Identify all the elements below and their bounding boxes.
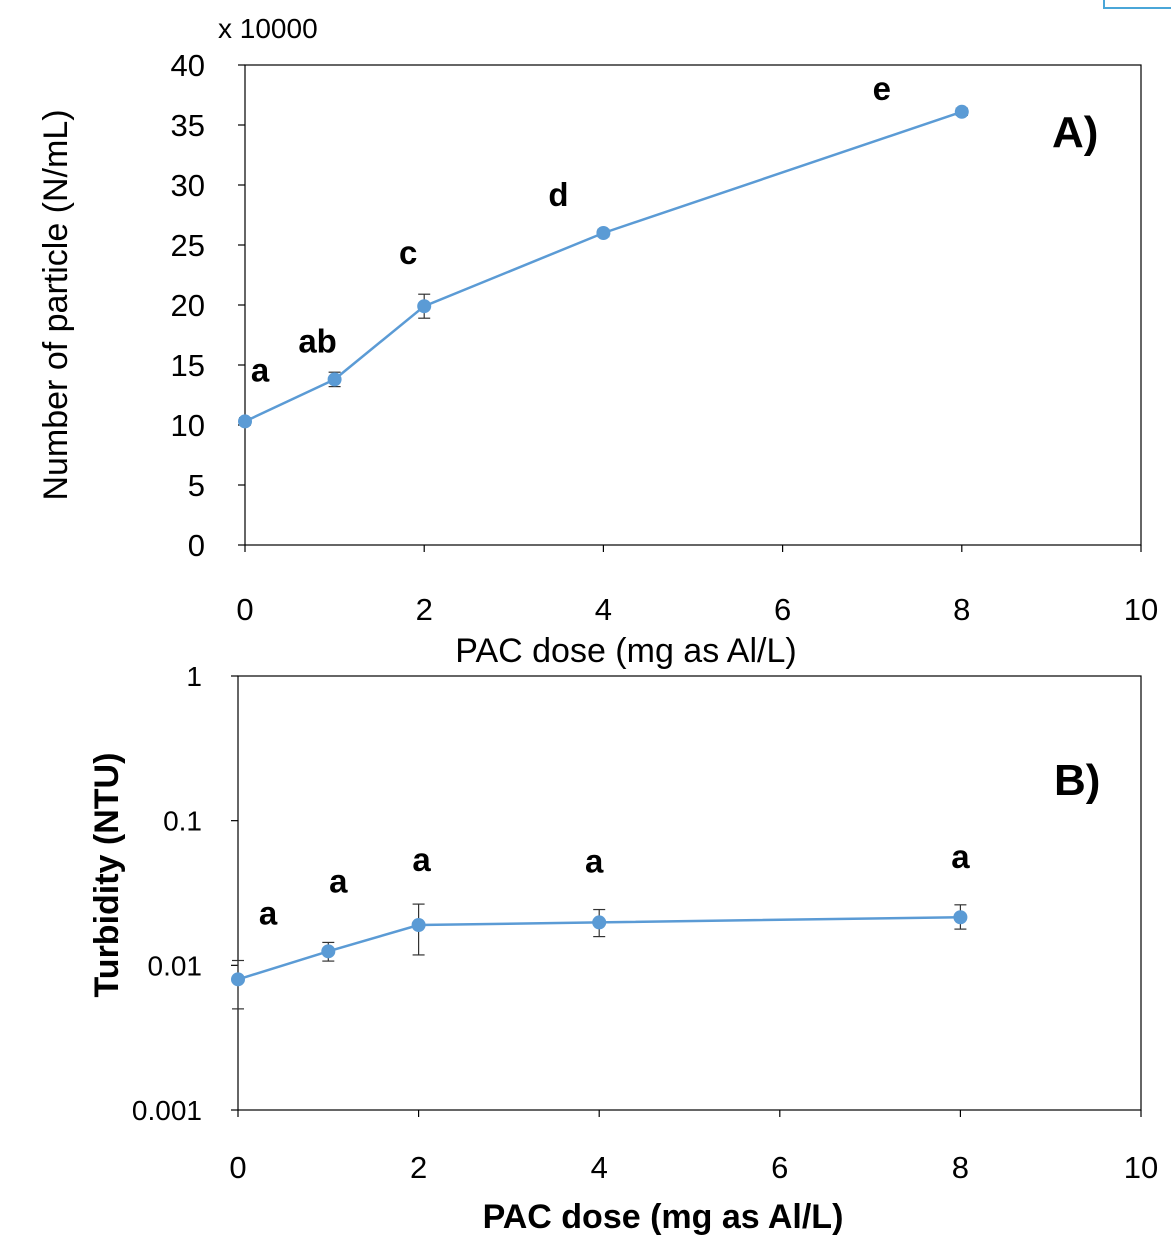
panel-b-significance-letters: a a a a a [259, 838, 970, 931]
y-tick-label: 35 [171, 108, 205, 143]
significance-letter: a [329, 862, 348, 899]
panel-a-series [238, 104, 969, 429]
y-tick-label: 30 [171, 168, 205, 203]
y-tick-label: 20 [171, 288, 205, 323]
corner-box [1103, 0, 1171, 9]
significance-letter: a [412, 841, 431, 878]
panel-b-x-axis-title: PAC dose (mg as Al/L) [483, 1198, 844, 1236]
data-point [953, 910, 968, 925]
significance-letter: e [873, 70, 891, 107]
data-point [327, 372, 342, 387]
panel-a-x-axis: 0 2 4 6 8 10 [236, 545, 1158, 627]
y-tick-label: 25 [171, 228, 205, 263]
x-tick-label: 4 [591, 1150, 608, 1185]
y-tick-label: 15 [171, 348, 205, 383]
panel-a-x-axis-title: PAC dose (mg as Al/L) [455, 632, 796, 670]
significance-letter: d [548, 176, 568, 213]
significance-letter: ab [298, 322, 337, 359]
data-point [321, 944, 336, 959]
significance-letter: c [399, 234, 417, 271]
panel-b-x-axis: 0 2 4 6 8 10 [229, 1110, 1158, 1185]
significance-letter: a [251, 351, 270, 388]
panel-b-chart: 0.001 0.01 0.1 1 0 2 4 6 8 10 a a a a a PAC dose (mg… [88, 661, 1158, 1236]
panel-b-label: B) [1054, 756, 1100, 805]
x-tick-label: 8 [952, 1150, 969, 1185]
y-tick-label: 1 [186, 661, 202, 692]
y-tick-label: 10 [171, 408, 205, 443]
significance-letter: a [259, 894, 278, 931]
panel-a-y-multiplier: x 10000 [218, 13, 318, 44]
significance-letter: a [585, 842, 604, 879]
x-tick-label: 4 [595, 592, 612, 627]
data-point [238, 414, 252, 429]
x-tick-label: 10 [1124, 1150, 1158, 1185]
x-tick-label: 6 [774, 592, 791, 627]
panel-a-plot-frame [244, 64, 1142, 546]
x-tick-label: 8 [953, 592, 970, 627]
y-tick-label: 5 [188, 468, 205, 503]
panel-b-plot-frame [237, 675, 1142, 1111]
y-tick-label: 0.001 [132, 1095, 202, 1126]
data-point [417, 299, 432, 314]
data-point [596, 226, 611, 240]
panel-a-significance-letters: aab c d e [251, 70, 891, 389]
panel-a-label: A) [1052, 108, 1098, 157]
y-tick-label: 40 [171, 48, 205, 83]
panel-b-series [231, 910, 968, 987]
data-point [411, 918, 426, 933]
y-tick-label: 0.01 [148, 950, 203, 981]
x-tick-label: 10 [1124, 592, 1158, 627]
x-tick-label: 0 [236, 592, 253, 627]
x-tick-label: 0 [229, 1150, 246, 1185]
significance-letter: a [951, 838, 970, 875]
x-tick-label: 2 [416, 592, 433, 627]
panel-a-y-axis: 0 5 10 15 20 25 30 35 40 [171, 48, 245, 563]
data-point [592, 915, 607, 930]
panel-a-error-bars [239, 107, 968, 426]
panel-a-y-axis-title: Number of particle (N/mL) [37, 109, 75, 500]
y-tick-label: 0 [188, 528, 205, 563]
y-tick-label: 0.1 [163, 806, 202, 837]
panel-b-y-axis: 0.001 0.01 0.1 1 [132, 661, 238, 1126]
panel-b-y-axis-title: Turbidity (NTU) [88, 753, 126, 998]
data-point [954, 104, 969, 119]
x-tick-label: 6 [771, 1150, 788, 1185]
series-line [244, 110, 963, 423]
x-tick-label: 2 [410, 1150, 427, 1185]
data-point [231, 972, 245, 987]
